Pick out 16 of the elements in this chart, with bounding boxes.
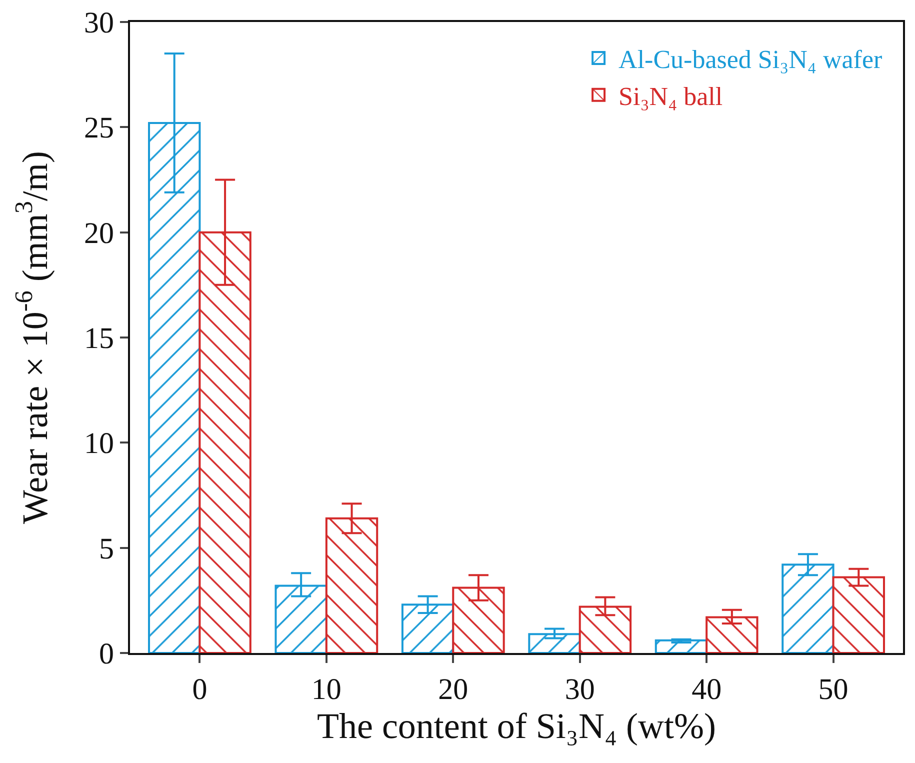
text: Si₃N₄ ball (618, 82, 723, 111)
x-tick-label: 30 (564, 673, 595, 706)
x-tick-label: 50 (818, 673, 848, 706)
y-tick-label: 30 (84, 6, 114, 40)
x-tick-label: 10 (311, 673, 342, 706)
x-tick-label: 20 (438, 673, 468, 706)
y-tick-label: 25 (84, 112, 114, 145)
y-tick-label: 15 (84, 322, 114, 355)
x-tick-label: 40 (692, 673, 722, 706)
x-tick-label: 0 (192, 673, 208, 706)
y-tick-label: 5 (99, 532, 114, 566)
y-tick-label: 0 (99, 638, 114, 670)
text: Al-Cu-based Si₃N₄ wafer (618, 45, 882, 74)
x-axis-title: The content of Si₃N₄ (wt%) (316, 706, 716, 746)
y-tick-label: 20 (84, 216, 114, 250)
y-tick-label: 10 (84, 427, 114, 460)
